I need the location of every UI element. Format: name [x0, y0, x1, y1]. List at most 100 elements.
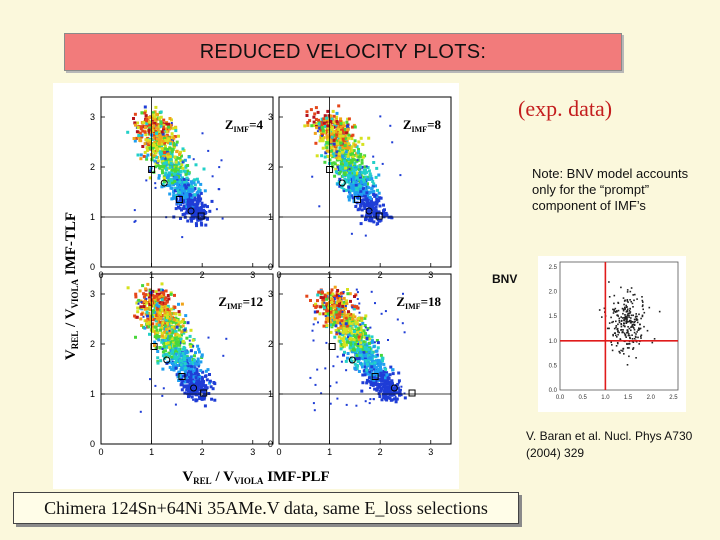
density-cell	[342, 301, 346, 305]
density-cell	[139, 153, 143, 157]
density-cell	[211, 175, 214, 178]
density-cell	[164, 329, 168, 333]
density-cell	[164, 336, 168, 340]
x-tick-label: 3	[250, 447, 255, 457]
density-cell	[139, 305, 143, 309]
density-cell	[185, 388, 189, 392]
density-cell	[375, 194, 379, 198]
density-cell	[338, 315, 342, 319]
density-cell	[144, 133, 148, 137]
density-cell	[339, 347, 343, 351]
density-cell	[135, 301, 139, 305]
density-cell	[331, 292, 335, 296]
density-cell	[316, 110, 320, 114]
density-cell	[145, 146, 149, 150]
density-cell	[145, 118, 148, 122]
density-cell	[192, 358, 196, 362]
density-cell	[341, 125, 345, 129]
density-cell	[349, 161, 353, 165]
density-cell	[154, 346, 158, 349]
density-cell	[337, 149, 340, 153]
density-cell	[171, 350, 175, 354]
density-cell	[166, 147, 169, 151]
density-cell	[136, 126, 140, 130]
density-cell	[315, 126, 319, 130]
density-cell	[159, 323, 163, 327]
density-cell	[204, 384, 208, 388]
density-cell	[380, 312, 383, 315]
density-cell	[173, 305, 177, 309]
density-cell	[339, 122, 343, 126]
density-cell	[154, 134, 158, 138]
density-cell	[167, 122, 170, 126]
density-cell	[317, 321, 319, 324]
density-cell	[351, 348, 355, 352]
density-cell	[203, 189, 207, 193]
density-cell	[154, 384, 157, 387]
density-cell	[347, 188, 351, 192]
density-cell	[335, 135, 339, 139]
density-cell	[200, 354, 204, 358]
bnv-point	[633, 318, 636, 321]
experimental-plot-grid: 01230123ZIMF=401230123ZIMF=801230123ZIMF…	[53, 83, 459, 489]
density-cell	[162, 336, 166, 340]
bnv-point	[612, 333, 614, 336]
density-cell	[168, 335, 172, 339]
density-cell	[352, 307, 356, 311]
density-cell	[358, 311, 361, 314]
y-tick-label: 1	[90, 212, 95, 222]
density-cell	[146, 317, 150, 321]
exp-data-label: (exp. data)	[518, 96, 613, 121]
density-cell	[388, 373, 392, 377]
panel-frame	[278, 273, 452, 445]
bnv-point	[632, 348, 634, 350]
density-cell	[177, 337, 180, 341]
bnv-point	[641, 299, 644, 302]
density-cell	[344, 166, 348, 170]
bnv-point	[615, 320, 617, 323]
density-cell	[151, 309, 155, 313]
density-cell	[184, 171, 188, 175]
density-cell	[182, 177, 186, 181]
reference-citation: V. Baran et al. Nucl. Phys A730 (2004) 3…	[526, 429, 693, 460]
density-cell	[184, 368, 187, 372]
density-cell	[149, 318, 152, 322]
density-cell	[346, 127, 350, 131]
density-cell	[332, 318, 336, 322]
density-cell	[360, 208, 364, 212]
density-cell	[182, 357, 186, 361]
density-cell	[173, 360, 177, 364]
density-cell	[190, 362, 194, 365]
density-cell	[369, 376, 373, 380]
density-cell	[337, 293, 341, 296]
density-cell	[218, 166, 221, 169]
bnv-point	[629, 307, 631, 310]
density-cell	[166, 155, 170, 159]
density-cell	[364, 365, 368, 369]
bnv-y-tick-label: 2.5	[549, 265, 558, 271]
density-cell	[370, 339, 374, 343]
density-cell	[325, 324, 329, 327]
density-cell	[192, 398, 195, 401]
density-cell	[169, 161, 173, 165]
density-cell	[176, 181, 180, 185]
density-cell	[166, 176, 169, 179]
density-cell	[193, 193, 197, 197]
density-cell	[350, 149, 354, 153]
density-cell	[355, 404, 358, 407]
density-cell	[387, 339, 389, 341]
density-cell	[366, 177, 370, 181]
density-cell	[330, 127, 334, 131]
bnv-point	[635, 318, 638, 320]
density-cell	[314, 106, 318, 110]
bnv-point	[646, 329, 649, 332]
density-cell	[185, 385, 189, 389]
density-cell	[188, 198, 192, 202]
density-cell	[369, 398, 372, 401]
density-cell	[380, 387, 384, 391]
density-cell	[354, 293, 358, 297]
density-cell	[174, 349, 178, 353]
density-cell	[339, 162, 343, 166]
density-cell	[346, 292, 350, 296]
density-cell	[135, 136, 138, 140]
